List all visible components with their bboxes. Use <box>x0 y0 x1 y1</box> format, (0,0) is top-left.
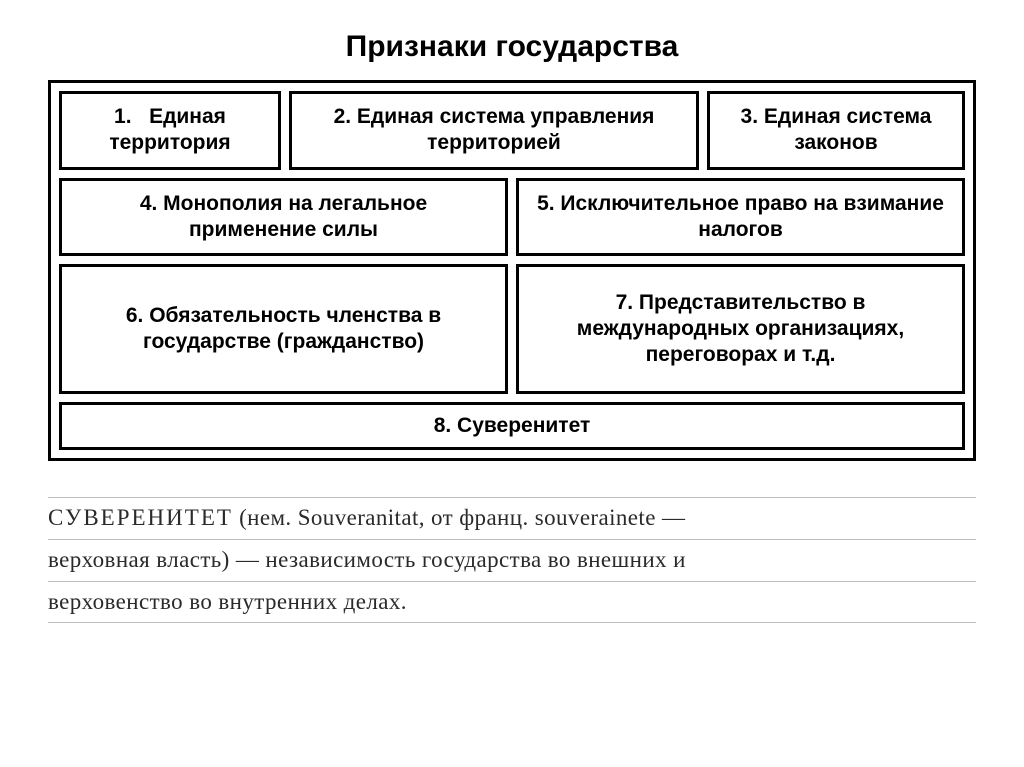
definition-rule <box>48 581 976 582</box>
page: Признаки государства 1. Единая территори… <box>0 0 1024 767</box>
feature-cell-4: 4. Монополия на легальное применение сил… <box>59 178 508 257</box>
state-features-diagram: 1. Единая территория 2. Единая система у… <box>48 80 976 461</box>
definition-term: СУВЕРЕНИТЕТ <box>48 505 233 530</box>
definition-line3: верховенство во внутренних делах. <box>48 589 407 614</box>
feature-cell-5: 5. Исключительное право на взимание нало… <box>516 178 965 257</box>
feature-cell-8: 8. Суверенитет <box>59 402 965 450</box>
feature-cell-7: 7. Представительство в международных орг… <box>516 264 965 394</box>
diagram-row-2: 4. Монополия на легальное применение сил… <box>59 178 965 257</box>
definition-line1-rest: (нем. Souveranitat, от франц. souveraine… <box>233 505 685 530</box>
feature-cell-2: 2. Единая система управления территорией <box>289 91 699 170</box>
diagram-row-3: 6. Обязательность членства в государстве… <box>59 264 965 394</box>
definition-line2: верховная власть) — независимость госуда… <box>48 547 686 572</box>
definition-block: СУВЕРЕНИТЕТ (нем. Souveranitat, от франц… <box>48 497 976 623</box>
page-title: Признаки государства <box>48 30 976 64</box>
definition-rule <box>48 497 976 498</box>
definition-rule <box>48 622 976 623</box>
feature-cell-6: 6. Обязательность членства в государстве… <box>59 264 508 394</box>
definition-rule <box>48 539 976 540</box>
diagram-row-4: 8. Суверенитет <box>59 402 965 450</box>
diagram-row-1: 1. Единая территория 2. Единая система у… <box>59 91 965 170</box>
feature-cell-3: 3. Единая система законов <box>707 91 965 170</box>
feature-cell-1: 1. Единая территория <box>59 91 281 170</box>
